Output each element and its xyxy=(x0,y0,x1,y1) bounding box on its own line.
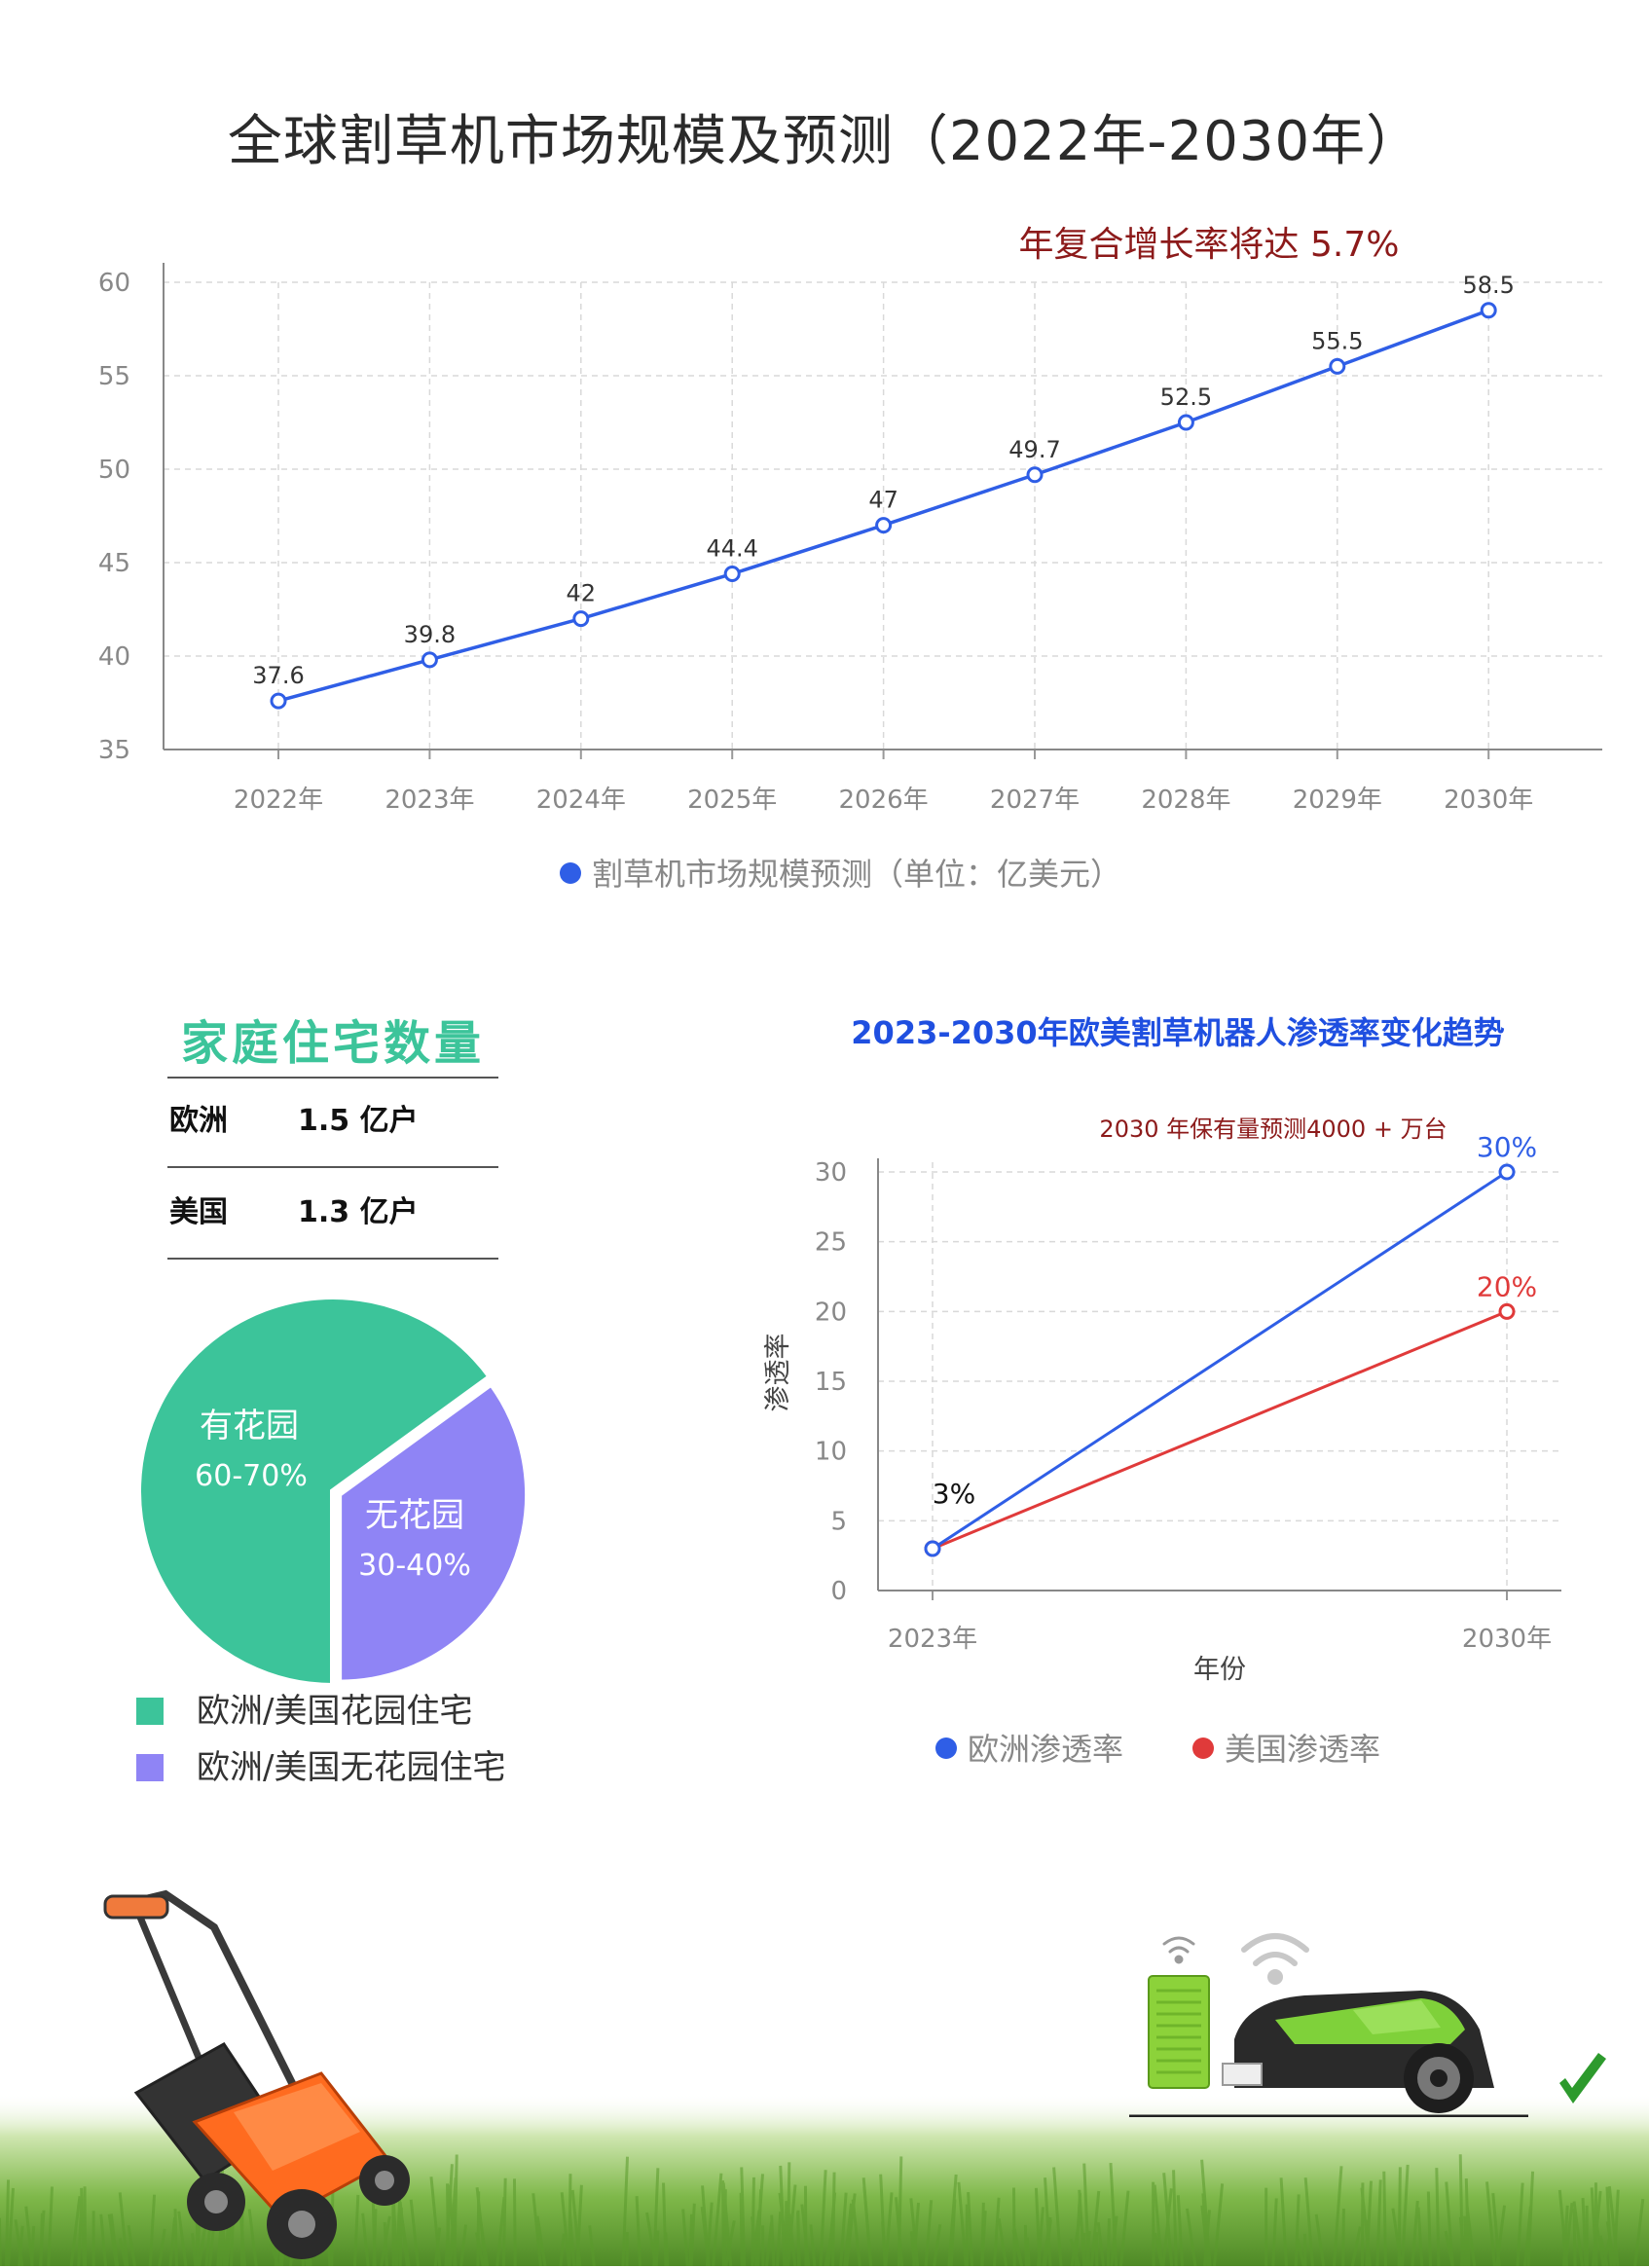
market-size-line-chart: 35 40 45 50 55 60 2022年 2023年 2024年 2025年 2026年 202… xyxy=(0,224,1649,925)
x-tick-label: 2023年 xyxy=(888,1625,977,1654)
data-point xyxy=(1028,468,1042,482)
y-tick-label: 50 xyxy=(98,456,130,485)
data-point xyxy=(1500,1304,1514,1318)
end-value-label: 30% xyxy=(1477,1131,1537,1163)
y-tick-label: 30 xyxy=(815,1158,847,1188)
legend-marker-us xyxy=(1192,1738,1214,1759)
x-tick-label: 2026年 xyxy=(839,786,929,815)
y-axis-title: 渗透率 xyxy=(763,1334,793,1412)
x-tick-label: 2024年 xyxy=(536,786,626,815)
lawn-mower-icon xyxy=(97,1888,419,2268)
series-line xyxy=(933,1172,1507,1549)
data-point xyxy=(1482,304,1495,317)
data-point xyxy=(1500,1165,1514,1179)
y-tick-label: 5 xyxy=(830,1507,847,1536)
data-point xyxy=(422,653,436,667)
legend-label-us: 美国渗透率 xyxy=(1225,1731,1380,1768)
legend-label: 割草机市场规模预测（单位：亿美元） xyxy=(592,856,1121,893)
y-tick-label: 0 xyxy=(830,1577,847,1606)
x-tick-label: 2029年 xyxy=(1293,786,1382,815)
y-tick-label: 25 xyxy=(815,1228,847,1258)
stock-annotation: 2030 年保有量预测4000 + 万台 xyxy=(1099,1116,1447,1143)
data-point xyxy=(574,612,588,626)
page-title: 全球割草机市场规模及预测（2022年-2030年） xyxy=(0,97,1649,176)
x-tick-label: 2022年 xyxy=(234,786,323,815)
x-tick-label: 2030年 xyxy=(1444,786,1533,815)
households-title: 家庭住宅数量 xyxy=(167,1005,498,1073)
cagr-annotation: 年复合增长率将达 5.7% xyxy=(1019,225,1400,265)
data-label: 39.8 xyxy=(404,621,456,648)
data-point xyxy=(926,1542,939,1555)
data-label: 52.5 xyxy=(1160,384,1212,411)
y-tick-label: 35 xyxy=(98,736,130,765)
data-point xyxy=(272,694,285,708)
legend-marker xyxy=(560,862,581,884)
penetration-chart-title: 2023-2030年欧美割草机器人渗透率变化趋势 xyxy=(740,1008,1616,1053)
data-label: 47 xyxy=(868,487,898,514)
data-label: 44.4 xyxy=(706,535,757,563)
x-axis-title: 年份 xyxy=(1193,1655,1246,1685)
y-tick-label: 45 xyxy=(98,549,130,578)
legend-label-europe: 欧洲渗透率 xyxy=(968,1731,1123,1768)
y-tick-label: 20 xyxy=(815,1298,847,1327)
data-label: 37.6 xyxy=(252,662,304,689)
y-tick-label: 55 xyxy=(98,362,130,391)
data-point xyxy=(1331,359,1344,373)
series-line xyxy=(933,1311,1507,1549)
x-tick-label: 2025年 xyxy=(687,786,777,815)
data-label: 55.5 xyxy=(1311,327,1363,354)
data-point xyxy=(877,519,891,532)
start-value-label: 3% xyxy=(933,1478,975,1510)
x-tick-label: 2030年 xyxy=(1462,1625,1552,1654)
data-label: 42 xyxy=(567,580,597,607)
checkmark-icon xyxy=(1559,2053,1606,2103)
end-value-label: 20% xyxy=(1477,1270,1537,1302)
wifi-icon xyxy=(1164,1938,1193,1962)
legend-marker-europe xyxy=(935,1738,957,1759)
households-divider-top xyxy=(167,1077,498,1079)
x-tick-label: 2023年 xyxy=(385,786,474,815)
data-point xyxy=(1179,416,1192,429)
y-tick-label: 60 xyxy=(98,269,130,298)
y-tick-label: 10 xyxy=(815,1438,847,1467)
robot-mower-icon xyxy=(1129,1922,1616,2117)
x-tick-label: 2028年 xyxy=(1141,786,1230,815)
data-label: 49.7 xyxy=(1008,436,1060,463)
y-tick-label: 40 xyxy=(98,642,130,672)
data-point xyxy=(725,567,739,581)
data-label: 58.5 xyxy=(1462,272,1514,299)
y-tick-label: 15 xyxy=(815,1368,847,1397)
x-tick-label: 2027年 xyxy=(990,786,1080,815)
